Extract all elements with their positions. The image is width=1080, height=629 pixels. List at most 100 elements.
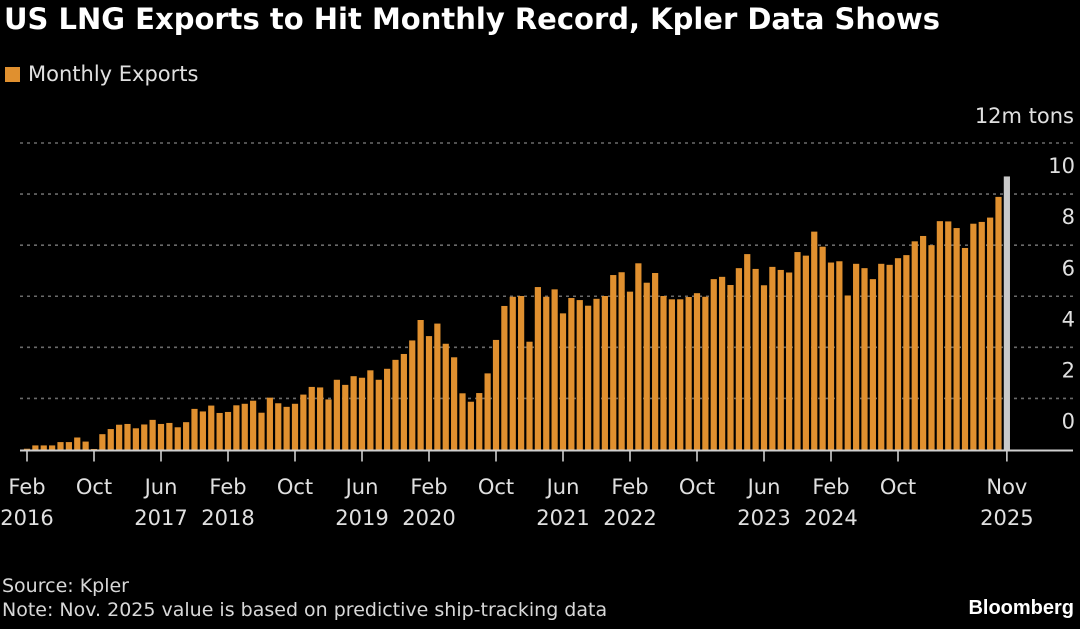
bar <box>107 429 114 450</box>
bar <box>526 341 533 450</box>
bar <box>283 406 290 450</box>
y-tick-label: 10 <box>1048 154 1075 178</box>
bar <box>132 428 139 450</box>
bar <box>241 403 248 450</box>
bar <box>258 412 265 450</box>
bar <box>819 246 826 450</box>
bar <box>317 387 324 450</box>
x-tick-label-year: 2025 <box>980 506 1033 530</box>
x-tick-label-month: Oct <box>880 475 916 499</box>
x-tick-label-month: Oct <box>76 475 112 499</box>
x-tick-label-year: 2021 <box>536 506 589 530</box>
y-axis-labels: 0 2 4 6 8 10 <box>1048 154 1075 433</box>
bar <box>501 305 508 450</box>
bar <box>216 412 223 450</box>
bar <box>652 273 659 450</box>
bar <box>744 254 751 450</box>
bar <box>635 263 642 450</box>
bar <box>719 276 726 450</box>
chart-plot: 0 2 4 6 8 10 Feb 2016 Oct Jun 2017 Feb 2018 Oct Jun 20… <box>0 142 1075 530</box>
bar <box>467 401 474 450</box>
bar <box>233 405 240 450</box>
bar <box>894 258 902 450</box>
bar <box>802 255 809 450</box>
y-tick-label: 6 <box>1062 256 1075 280</box>
bar <box>693 293 701 450</box>
bar <box>191 408 198 450</box>
bar <box>869 279 876 450</box>
bar <box>559 313 567 450</box>
bar <box>610 275 617 450</box>
bar <box>23 448 31 450</box>
bar <box>853 263 860 450</box>
x-tick-label-month: Jun <box>545 475 580 499</box>
bar <box>509 296 516 450</box>
bar <box>593 298 600 450</box>
bar <box>685 297 692 450</box>
bar <box>116 424 123 450</box>
bar <box>660 295 667 450</box>
x-tick-label-month: Feb <box>611 475 648 499</box>
bar <box>333 379 340 450</box>
bar <box>358 377 366 450</box>
bar <box>57 442 64 450</box>
bar <box>878 263 885 450</box>
bar <box>995 196 1002 450</box>
bar <box>384 368 391 450</box>
bar <box>752 268 759 450</box>
source-text: Source: Kpler <box>2 575 129 597</box>
bar <box>49 445 56 450</box>
bar <box>90 448 98 450</box>
x-tick-label-month: Oct <box>478 475 514 499</box>
bar <box>442 343 449 450</box>
bar <box>400 353 407 450</box>
bar <box>760 285 768 450</box>
y-tick-label: 4 <box>1062 307 1075 331</box>
x-tick-label-month: Jun <box>143 475 178 499</box>
bar <box>945 221 952 450</box>
bar <box>141 424 148 450</box>
bar <box>585 305 592 450</box>
bar <box>32 445 39 450</box>
bar <box>492 339 500 450</box>
bar <box>409 340 416 450</box>
bar <box>82 441 89 450</box>
x-tick-label-year: 2018 <box>201 506 254 530</box>
x-tick-label-year: 2019 <box>335 506 388 530</box>
bar <box>65 442 72 450</box>
y-tick-label: 2 <box>1062 358 1075 382</box>
bar <box>459 393 466 450</box>
bar <box>476 393 483 450</box>
bar <box>199 411 206 450</box>
bar <box>174 427 181 450</box>
bar <box>375 379 382 450</box>
bar <box>668 299 675 450</box>
bar <box>702 296 709 450</box>
bars <box>23 176 1010 450</box>
x-tick-label-month: Jun <box>746 475 781 499</box>
bar <box>920 235 927 450</box>
bar <box>576 300 583 450</box>
bar <box>568 298 575 450</box>
bar <box>392 359 399 450</box>
y-tick-label: 8 <box>1062 205 1075 229</box>
bar <box>811 231 818 450</box>
bar <box>308 386 315 450</box>
bar <box>74 437 81 450</box>
legend: Monthly Exports <box>5 62 198 86</box>
x-tick-label-month: Oct <box>679 475 715 499</box>
x-axis: Feb 2016 Oct Jun 2017 Feb 2018 Oct Jun 2019 Feb 202… <box>0 449 1073 530</box>
bar <box>928 245 935 450</box>
bar <box>275 403 282 450</box>
bloomberg-logo: Bloomberg <box>968 597 1074 619</box>
note-text: Note: Nov. 2025 value is based on predic… <box>2 599 608 621</box>
x-tick-label-year: 2017 <box>134 506 187 530</box>
y-axis-unit-label: 12m tons <box>974 104 1074 128</box>
bar <box>99 434 106 450</box>
bar <box>367 370 374 450</box>
bar <box>643 282 650 450</box>
bar-highlight <box>1003 176 1010 450</box>
bar <box>987 217 994 450</box>
bar <box>266 397 273 450</box>
legend-label: Monthly Exports <box>28 62 199 86</box>
